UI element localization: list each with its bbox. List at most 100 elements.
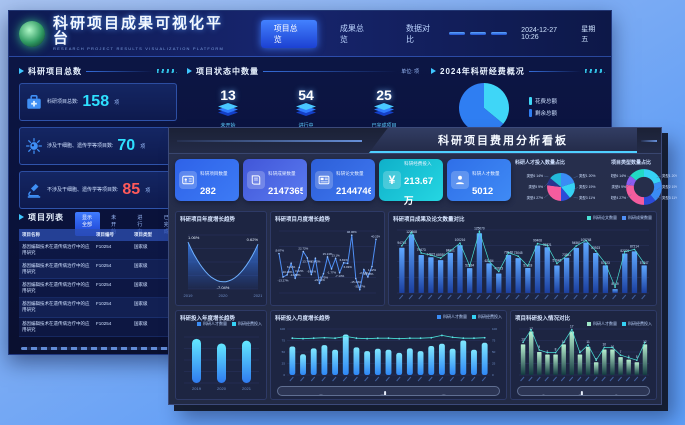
stat-card-papers-count[interactable]: 科研论文数量 2144746 <box>311 159 375 201</box>
svg-text:50: 50 <box>492 350 496 354</box>
front-header-banner: 科研项目费用分析看板 <box>169 128 661 154</box>
svg-text:13.74%: 13.74% <box>302 259 312 263</box>
talent-pie-chart: 类型1 20% 类型2 19% 类型3 11% 类型6 14% 类型5 9% 类型4 27… <box>515 166 607 213</box>
svg-text:类型5 9%: 类型5 9% <box>528 184 543 189</box>
weekday-label: 星期五 <box>581 25 596 43</box>
tab-data-compare[interactable]: 数据对比 <box>406 23 430 44</box>
stat-card-stemcell-projects[interactable]: 涉及干细胞、遗传学等项目数: 70 项 <box>19 127 177 165</box>
talent-pie-panel: 科研人才投入数量占比 类型1 20% 类型2 19% 类型3 11% 类型6 14% 类… <box>515 159 607 207</box>
data-zoom-slider[interactable] <box>277 386 500 396</box>
svg-text:-13.18%: -13.18% <box>363 272 374 276</box>
stat-card-talent-count[interactable]: 科研人才数量 5012 <box>447 159 511 201</box>
funding-legend: 花费总额 剩余总额 <box>529 93 557 121</box>
svg-text:73045: 73045 <box>514 251 523 255</box>
back-page-subtitle: RESEARCH PROJECT RESULTS VISUALIZATION P… <box>53 46 225 52</box>
tab-project-overview[interactable]: 项目总览 <box>260 19 317 48</box>
svg-text:-31.07%: -31.07% <box>354 285 365 289</box>
unit-note: 单位: 项 <box>401 68 419 75</box>
status-completed[interactable]: 25 已完成项目 <box>371 87 397 129</box>
stat-card-non-stemcell-projects[interactable]: 不涉及干细胞、遗传学等项目数: 85 项 <box>19 171 177 209</box>
svg-text:79673: 79673 <box>417 248 426 252</box>
monthly-invest-panel: 科研投入月度增长趋势 科研人才数量 科研经费投入 100 100 75 75 50 50 2… <box>270 310 507 400</box>
svg-text:2019: 2019 <box>192 386 202 391</box>
svg-text:11: 11 <box>586 340 590 344</box>
svg-text:-14.88%: -14.88% <box>290 273 301 277</box>
svg-text:83923: 83923 <box>591 246 600 250</box>
svg-text:类型4 27%: 类型4 27% <box>611 195 626 200</box>
svg-text:6.22%: 6.22% <box>287 265 296 269</box>
section-header-funding: 2024年科研经费概况 <box>431 65 605 77</box>
svg-text:100: 100 <box>280 327 285 331</box>
table-row[interactable]: 基因编辑技术在遗传病治疗中的应用研究 F10254 国家级 <box>19 279 177 299</box>
svg-text:13.42%: 13.42% <box>310 260 320 264</box>
monthly-growth-panel: 科研项目月度增长趋势 19.87% -13.27% -10.28% 6.22% -14.… <box>270 211 385 306</box>
svg-text:类型2 19%: 类型2 19% <box>579 184 595 189</box>
svg-text:2021: 2021 <box>242 386 252 391</box>
svg-text:12: 12 <box>521 337 525 341</box>
stat-card-total-projects[interactable]: 科研项目总数: 158 项 <box>19 83 177 121</box>
svg-text:100: 100 <box>492 327 497 331</box>
table-row[interactable]: 基因编辑技术在遗传病治疗中的应用研究 F10254 国家级 <box>19 298 177 318</box>
svg-text:1.06%: 1.06% <box>188 235 200 240</box>
platform-logo-icon <box>19 20 45 47</box>
type-pie-panel: 项目类型数量占比 类型1 20% 类型2 19% 类型3 11% 类型6 14% 类型5… <box>610 159 678 207</box>
svg-text:2020: 2020 <box>217 386 227 391</box>
status-not-started[interactable]: 13 未开始 <box>193 87 263 129</box>
svg-text:类型4 27%: 类型4 27% <box>527 195 543 200</box>
panel-legend: 科研人才数量 科研经费投入 <box>197 321 262 327</box>
legend-chip <box>197 322 201 326</box>
annual-invest-panel: 科研投入年度增长趋势 科研人才数量 科研经费投入 2019 2020 2021 <box>175 310 267 400</box>
status-in-progress[interactable]: 54 进行中 <box>271 87 341 129</box>
panel-legend: 科研人才数量 科研经费投入 <box>437 314 502 320</box>
svg-text:类型3 11%: 类型3 11% <box>662 195 677 200</box>
svg-text:5: 5 <box>636 355 638 359</box>
table-row[interactable]: 基因编辑技术在遗传病治疗中的应用研究 F10254 国家级 <box>19 241 177 261</box>
svg-text:类型1 20%: 类型1 20% <box>579 173 595 178</box>
section-arrow-icon <box>431 68 436 74</box>
data-zoom-slider[interactable] <box>517 386 650 396</box>
back-page-title: 科研项目成果可视化平台 <box>53 14 224 48</box>
svg-text:7: 7 <box>620 350 622 354</box>
svg-text:22.72%: 22.72% <box>298 247 308 251</box>
svg-text:6.03%: 6.03% <box>344 265 353 269</box>
nav-tabs: 项目总览 成果总览 数据对比 <box>260 19 449 48</box>
svg-text:2020: 2020 <box>219 293 229 298</box>
svg-text:0: 0 <box>283 373 285 377</box>
results-papers-chart: 9474312286879673749216893084061100216521… <box>393 223 652 305</box>
stat-card-results-count[interactable]: 科研成果数量 2147365 <box>243 159 307 201</box>
svg-text:-15.44%: -15.44% <box>350 280 361 284</box>
newspaper-icon <box>318 175 330 185</box>
svg-text:25: 25 <box>492 362 496 366</box>
tab-results-overview[interactable]: 成果总览 <box>339 23 364 44</box>
legend-chip <box>587 216 591 220</box>
legend-chip <box>437 315 441 319</box>
svg-text:13.1%: 13.1% <box>331 253 340 257</box>
svg-text:类型3 11%: 类型3 11% <box>579 195 595 200</box>
section-arrow-icon <box>19 68 24 74</box>
legend-chip <box>232 322 236 326</box>
svg-text:19.87%: 19.87% <box>275 249 284 253</box>
funding-pie-chart <box>457 81 511 140</box>
svg-text:75: 75 <box>282 339 286 343</box>
monthly-invest-chart: 100 100 75 75 50 50 25 25 0 0 <box>275 322 502 388</box>
svg-text:10: 10 <box>603 342 607 346</box>
front-stats-row: 科研项目数量 282 科研成果数量 2147365 科研论文数量 <box>175 159 678 207</box>
stat-card-project-count[interactable]: 科研项目数量 282 <box>175 159 239 201</box>
svg-text:-7.04%: -7.04% <box>217 285 230 290</box>
svg-text:57646: 57646 <box>552 258 561 262</box>
invest-compare-chart: 121798812178115101076512 <box>515 322 652 388</box>
monthly-growth-chart: 19.87% -13.27% -10.28% 6.22% -14.88% 0.22% 22.… <box>274 223 381 304</box>
book-icon <box>251 175 261 185</box>
bottom-scroll-deco[interactable] <box>21 347 171 350</box>
back-header: 科研项目成果可视化平台 RESEARCH PROJECT RESULTS VIS… <box>9 11 611 57</box>
table-row[interactable]: 基因编辑技术在遗传病治疗中的应用研究 F10254 国家级 <box>19 260 177 280</box>
svg-text:15.13%: 15.13% <box>323 252 333 256</box>
table-header-row: 项目名称 项目编号 项目类型 <box>19 229 177 241</box>
table-row[interactable]: 基因编辑技术在遗传病治疗中的应用研究 F10254 国家级 <box>19 317 177 337</box>
legend-chip <box>529 109 532 117</box>
front-dashboard-window: 科研项目费用分析看板 科研项目数量 282 科研成果数量 <box>168 127 678 405</box>
svg-text:-7.13%: -7.13% <box>335 274 345 278</box>
svg-text:-2.77%: -2.77% <box>359 271 369 275</box>
stat-card-funding-input[interactable]: ¥ 科研经费投入 213.67万 <box>379 159 443 207</box>
svg-text:46.06%: 46.06% <box>347 230 357 234</box>
